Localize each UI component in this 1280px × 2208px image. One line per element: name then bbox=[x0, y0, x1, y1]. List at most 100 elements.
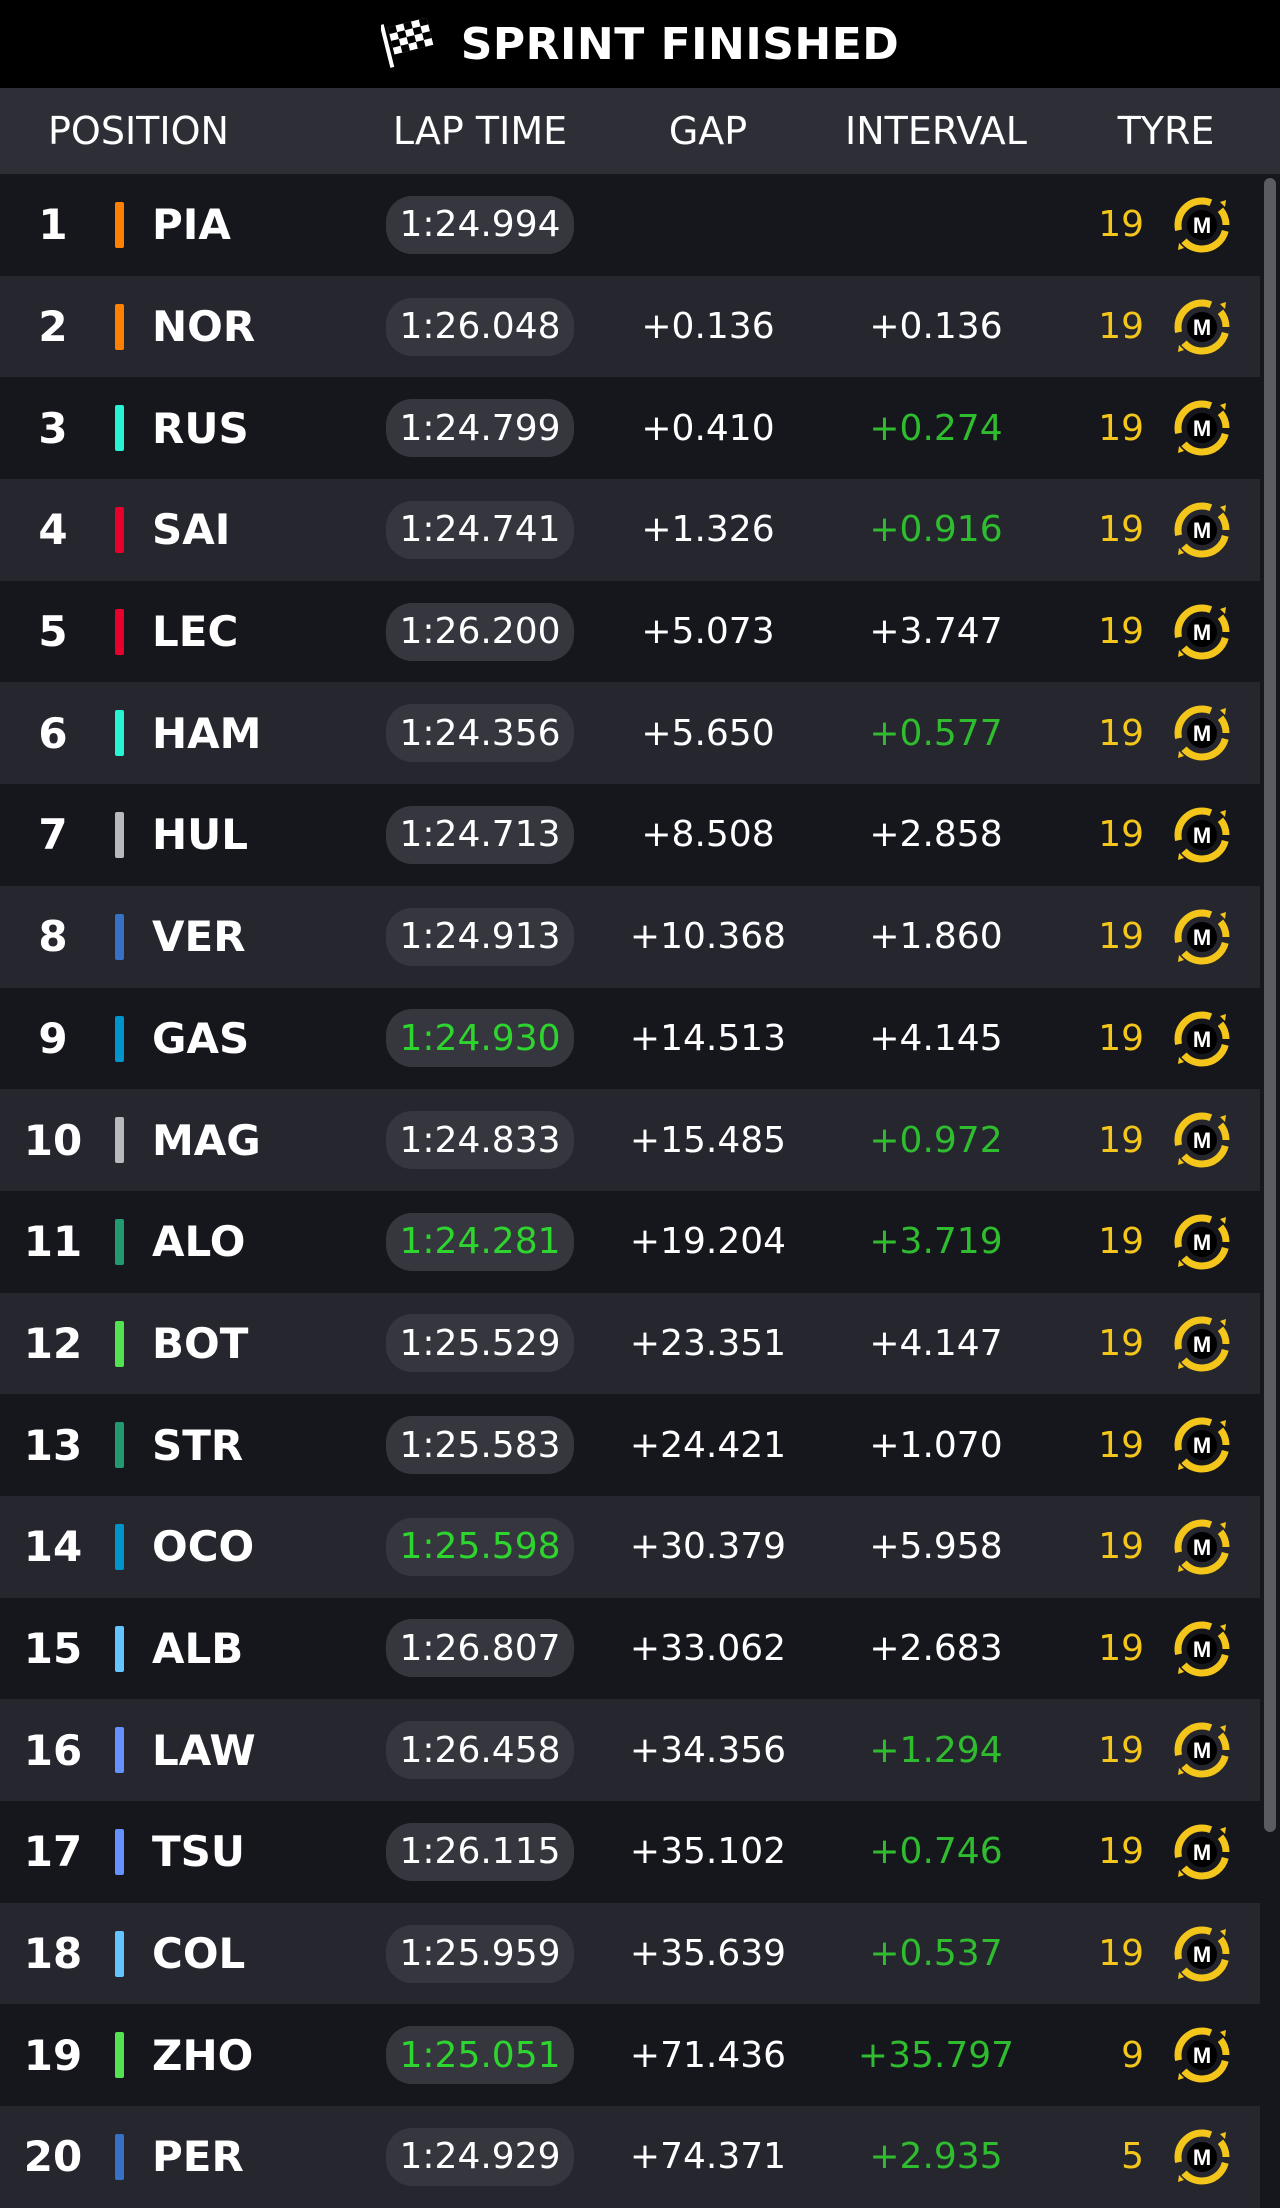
table-row[interactable]: 20 PER 1:24.929 +74.371 +2.935 5 M bbox=[0, 2106, 1260, 2208]
lap-time-pill: 1:24.281 bbox=[386, 1212, 574, 1271]
session-status-bar: SPRINT FINISHED bbox=[0, 0, 1280, 88]
column-header-gap[interactable]: GAP bbox=[668, 109, 748, 153]
tyre-laps: 19 bbox=[1098, 1221, 1144, 1263]
tyre-medium-icon: M bbox=[1174, 1112, 1230, 1168]
tyre-medium-icon: M bbox=[1174, 1824, 1230, 1880]
gap-value: +5.650 bbox=[641, 712, 775, 754]
row-position: 12 bbox=[23, 1318, 83, 1368]
interval-value: +1.294 bbox=[869, 1729, 1003, 1771]
table-row[interactable]: 10 MAG 1:24.833 +15.485 +0.972 19 M bbox=[0, 1089, 1260, 1191]
column-header-lap-time[interactable]: LAP TIME bbox=[392, 109, 568, 153]
row-position: 17 bbox=[23, 1827, 83, 1877]
lap-time-cell: 1:26.200 bbox=[386, 581, 574, 683]
interval-value: +0.274 bbox=[869, 407, 1003, 449]
interval-value: +2.858 bbox=[869, 814, 1003, 856]
interval-value: +0.537 bbox=[869, 1933, 1003, 1975]
lap-time-cell: 1:24.994 bbox=[386, 174, 574, 276]
team-color-bar bbox=[115, 1727, 124, 1774]
gap-value: +71.436 bbox=[629, 2034, 787, 2076]
lap-time-pill: 1:26.115 bbox=[386, 1822, 574, 1881]
tyre-laps: 9 bbox=[1121, 2034, 1144, 2076]
driver-code: COL bbox=[152, 1929, 246, 1979]
table-row[interactable]: 4 SAI 1:24.741 +1.326 +0.916 19 M bbox=[0, 479, 1260, 581]
tyre-medium-icon: M bbox=[1174, 400, 1230, 456]
tyre-laps: 19 bbox=[1098, 306, 1144, 348]
team-color-bar bbox=[115, 202, 124, 248]
table-row[interactable]: 1 PIA 1:24.994 19 M bbox=[0, 174, 1260, 276]
driver-code: PER bbox=[152, 2132, 244, 2182]
table-row[interactable]: 2 NOR 1:26.048 +0.136 +0.136 19 M bbox=[0, 275, 1260, 378]
table-row[interactable]: 9 GAS 1:24.930 +14.513 +4.145 19 M bbox=[0, 987, 1260, 1090]
row-position: 19 bbox=[23, 2030, 83, 2080]
row-position: 9 bbox=[38, 1013, 68, 1063]
row-position: 6 bbox=[38, 708, 68, 758]
table-row[interactable]: 19 ZHO 1:25.051 +71.436 +35.797 9 M bbox=[0, 2004, 1260, 2107]
column-header-tyre[interactable]: TYRE bbox=[1117, 109, 1215, 153]
interval-value: +0.916 bbox=[869, 509, 1003, 551]
interval-value: +0.136 bbox=[869, 306, 1003, 348]
row-position: 18 bbox=[23, 1929, 83, 1979]
tyre-laps: 19 bbox=[1098, 1627, 1144, 1669]
team-color-bar bbox=[115, 1422, 124, 1469]
table-row[interactable]: 14 OCO 1:25.598 +30.379 +5.958 19 M bbox=[0, 1495, 1260, 1598]
table-row[interactable]: 6 HAM 1:24.356 +5.650 +0.577 19 M bbox=[0, 682, 1260, 785]
tyre-compound-letter: M bbox=[1193, 2145, 1211, 2170]
driver-code: MAG bbox=[152, 1115, 261, 1165]
lap-time-cell: 1:25.583 bbox=[386, 1394, 574, 1496]
scrollbar-thumb[interactable] bbox=[1264, 178, 1276, 1832]
team-color-bar bbox=[115, 1625, 124, 1672]
lap-time-cell: 1:24.930 bbox=[386, 988, 574, 1090]
table-row[interactable]: 16 LAW 1:26.458 +34.356 +1.294 19 M bbox=[0, 1699, 1260, 1801]
team-color-bar bbox=[115, 507, 124, 554]
tyre-laps: 19 bbox=[1098, 204, 1144, 246]
gap-value: +24.421 bbox=[629, 1424, 787, 1466]
tyre-compound-letter: M bbox=[1193, 213, 1211, 238]
tyre-compound-letter: M bbox=[1193, 925, 1211, 950]
gap-value: +0.136 bbox=[641, 306, 775, 348]
lap-time-cell: 1:24.929 bbox=[386, 2106, 574, 2208]
table-row[interactable]: 12 BOT 1:25.529 +23.351 +4.147 19 M bbox=[0, 1292, 1260, 1395]
tyre-compound-letter: M bbox=[1193, 1637, 1211, 1662]
tyre-compound-letter: M bbox=[1193, 823, 1211, 848]
table-row[interactable]: 15 ALB 1:26.807 +33.062 +2.683 19 M bbox=[0, 1597, 1260, 1700]
gap-value: +35.102 bbox=[629, 1831, 787, 1873]
gap-value bbox=[600, 174, 816, 276]
table-row[interactable]: 7 HUL 1:24.713 +8.508 +2.858 19 M bbox=[0, 784, 1260, 886]
table-row[interactable]: 17 TSU 1:26.115 +35.102 +0.746 19 M bbox=[0, 1801, 1260, 1903]
tyre-compound-letter: M bbox=[1193, 2043, 1211, 2068]
tyre-laps: 19 bbox=[1098, 611, 1144, 653]
gap-value: +74.371 bbox=[629, 2136, 787, 2178]
gap-value: +5.073 bbox=[641, 611, 775, 653]
row-position: 15 bbox=[23, 1623, 83, 1673]
column-header-position[interactable]: POSITION bbox=[48, 109, 229, 153]
gap-value: +0.410 bbox=[641, 407, 775, 449]
driver-code: LEC bbox=[152, 607, 239, 657]
table-row[interactable]: 18 COL 1:25.959 +35.639 +0.537 19 M bbox=[0, 1902, 1260, 2005]
table-row[interactable]: 11 ALO 1:24.281 +19.204 +3.719 19 M bbox=[0, 1190, 1260, 1293]
gap-value: +1.326 bbox=[641, 509, 775, 551]
tyre-medium-icon: M bbox=[1174, 1214, 1230, 1270]
tyre-medium-icon: M bbox=[1174, 502, 1230, 558]
gap-value: +34.356 bbox=[629, 1729, 787, 1771]
table-row[interactable]: 13 STR 1:25.583 +24.421 +1.070 19 M bbox=[0, 1394, 1260, 1496]
table-row[interactable]: 3 RUS 1:24.799 +0.410 +0.274 19 M bbox=[0, 377, 1260, 480]
gap-value: +15.485 bbox=[629, 1119, 787, 1161]
lap-time-pill: 1:25.051 bbox=[386, 2026, 574, 2085]
interval-value: +4.147 bbox=[869, 1322, 1003, 1364]
lap-time-pill: 1:24.994 bbox=[386, 195, 574, 254]
column-header-interval[interactable]: INTERVAL bbox=[845, 109, 1027, 153]
tyre-compound-letter: M bbox=[1193, 1840, 1211, 1865]
driver-code: GAS bbox=[152, 1013, 250, 1063]
tyre-medium-icon: M bbox=[1174, 1011, 1230, 1066]
team-color-bar bbox=[115, 1117, 124, 1164]
table-row[interactable]: 8 VER 1:24.913 +10.368 +1.860 19 M bbox=[0, 885, 1260, 988]
team-color-bar bbox=[115, 1015, 124, 1062]
tyre-compound-letter: M bbox=[1193, 1942, 1211, 1967]
lap-time-pill: 1:24.713 bbox=[386, 805, 574, 864]
lap-time-cell: 1:25.598 bbox=[386, 1496, 574, 1598]
table-row[interactable]: 5 LEC 1:26.200 +5.073 +3.747 19 M bbox=[0, 580, 1260, 683]
lap-time-pill: 1:26.807 bbox=[386, 1619, 574, 1678]
tyre-laps: 19 bbox=[1098, 1017, 1144, 1059]
row-position: 10 bbox=[23, 1115, 83, 1165]
team-color-bar bbox=[115, 913, 124, 960]
